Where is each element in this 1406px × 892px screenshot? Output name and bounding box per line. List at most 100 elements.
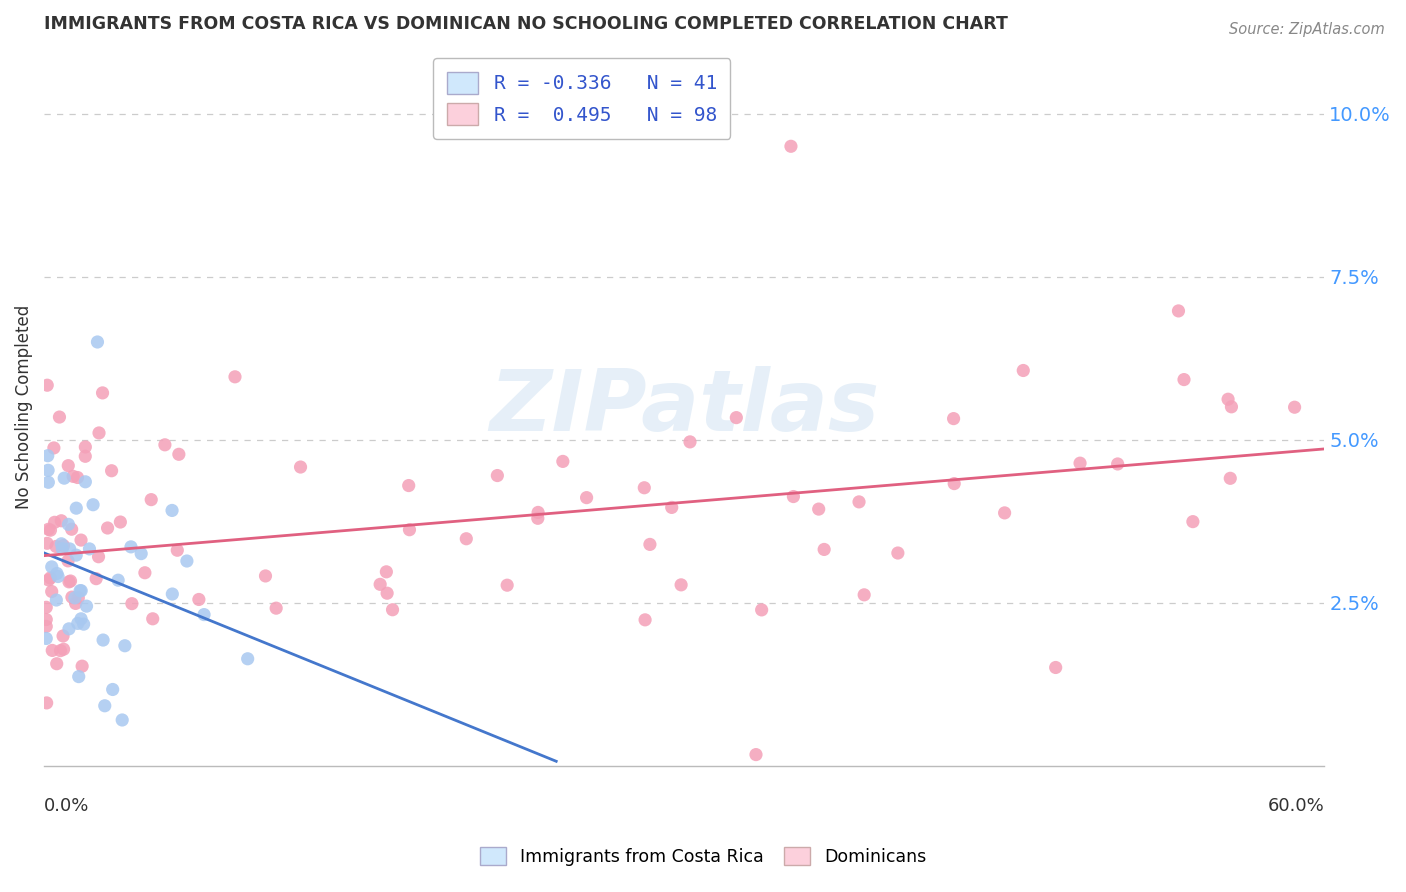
Point (91, 385, 114, 400)
Point (48, 410, 70, 425)
Point (84, 572, 107, 586)
Point (38, 573, 60, 587)
Point (1284, 401, 1306, 415)
Point (58, 517, 80, 532)
Point (679, 434, 702, 449)
Point (56, 554, 79, 568)
Point (375, 565, 398, 579)
Point (46, 569, 69, 583)
Point (1069, 456, 1091, 470)
Point (107, 573, 129, 587)
Point (129, 547, 152, 561)
Point (66, 470, 89, 484)
Point (79, 541, 101, 556)
Point (110, 515, 132, 529)
Point (661, 500, 683, 515)
Point (60, 590, 83, 604)
Point (44, 516, 66, 530)
Point (134, 566, 156, 580)
Point (39, 571, 62, 585)
Point (45, 566, 67, 581)
Point (1216, 392, 1239, 407)
Point (101, 682, 124, 697)
Text: IMMIGRANTS FROM COSTA RICA VS DOMINICAN NO SCHOOLING COMPLETED CORRELATION CHART: IMMIGRANTS FROM COSTA RICA VS DOMINICAN … (44, 15, 1008, 33)
Point (41, 643, 63, 657)
Point (45, 657, 67, 671)
Point (1107, 457, 1129, 471)
Point (142, 612, 165, 626)
Point (496, 578, 519, 592)
Point (91, 633, 114, 648)
Point (943, 476, 966, 491)
Point (121, 597, 143, 611)
Point (35, 536, 58, 550)
Point (67, 670, 90, 684)
Point (638, 537, 661, 551)
Point (780, 139, 803, 153)
Point (58, 622, 80, 636)
Point (290, 460, 312, 475)
Point (111, 713, 134, 727)
Point (994, 506, 1017, 520)
Point (160, 503, 183, 517)
Point (375, 586, 398, 600)
Text: 0.0%: 0.0% (44, 797, 90, 814)
Point (813, 542, 835, 557)
Point (167, 447, 190, 461)
Text: 60.0%: 60.0% (1268, 797, 1324, 814)
Point (1220, 400, 1243, 414)
Point (176, 554, 198, 568)
Point (782, 490, 804, 504)
Point (59, 541, 82, 556)
Point (398, 478, 420, 492)
Point (60, 522, 83, 536)
Point (51, 514, 73, 528)
Point (162, 587, 184, 601)
Point (65, 597, 87, 611)
Point (63, 591, 86, 605)
Point (1219, 471, 1241, 485)
Point (45, 593, 67, 607)
Point (42, 441, 65, 455)
Point (942, 411, 965, 425)
Point (848, 495, 870, 509)
Point (35, 696, 58, 710)
Point (35, 600, 58, 615)
Point (141, 492, 163, 507)
Point (52, 642, 75, 657)
Point (398, 523, 420, 537)
Point (368, 577, 391, 591)
Legend: R = -0.336   N = 41, R =  0.495   N = 98: R = -0.336 N = 41, R = 0.495 N = 98 (433, 58, 730, 139)
Point (887, 546, 910, 560)
Point (456, 532, 478, 546)
Point (52, 629, 75, 643)
Point (62, 469, 84, 483)
Point (37, 378, 59, 392)
Point (37, 522, 59, 536)
Point (193, 607, 215, 622)
Point (75, 440, 97, 454)
Point (853, 588, 876, 602)
Point (45, 540, 67, 554)
Point (381, 603, 404, 617)
Point (114, 639, 136, 653)
Point (53, 471, 76, 485)
Point (236, 652, 259, 666)
Point (86, 334, 108, 349)
Point (41, 584, 63, 599)
Point (1167, 304, 1189, 318)
Text: ZIPatlas: ZIPatlas (489, 366, 879, 449)
Point (37, 475, 59, 490)
Point (65, 501, 87, 516)
Point (58, 458, 80, 473)
Point (70, 583, 93, 598)
Point (49, 643, 72, 657)
Point (35, 619, 58, 633)
Point (120, 540, 142, 554)
Point (94, 698, 117, 713)
Point (41, 560, 63, 574)
Point (575, 491, 598, 505)
Point (527, 505, 550, 519)
Point (669, 578, 692, 592)
Point (634, 613, 657, 627)
